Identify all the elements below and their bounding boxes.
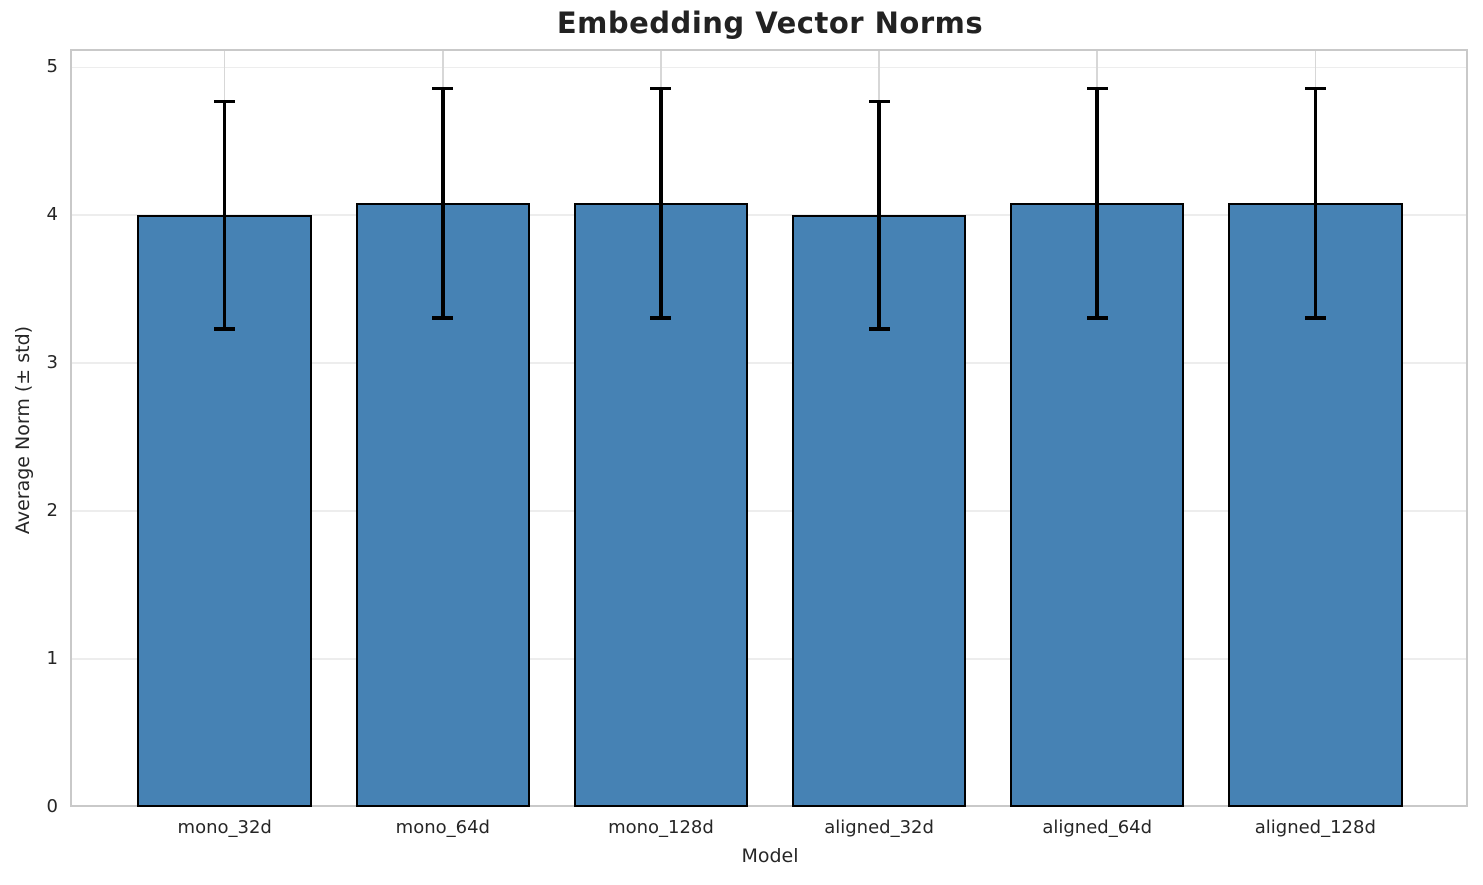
y-tick-label: 2: [46, 500, 58, 522]
x-tick-label: aligned_32d: [824, 817, 934, 838]
error-bar-cap-bottom: [432, 316, 454, 320]
chart-title: Embedding Vector Norms: [556, 6, 984, 40]
error-bar-cap-top: [432, 86, 454, 91]
y-axis-label: Average Norm (± std): [12, 325, 34, 535]
h-gridline: [72, 658, 1468, 660]
x-tick-label: aligned_64d: [1042, 817, 1153, 838]
bar: [791, 215, 967, 807]
bar: [1228, 203, 1403, 807]
error-bar-cap-bottom: [868, 327, 890, 331]
h-gridline: [72, 66, 1468, 69]
x-tick-label: mono_128d: [608, 817, 714, 838]
x-tick-label: mono_64d: [395, 817, 490, 838]
plot-area: [70, 49, 1468, 807]
y-tick-label: 1: [46, 648, 58, 670]
y-tick-label: 0: [46, 796, 58, 817]
error-bar-line: [877, 101, 881, 330]
x-tick-label: aligned_128d: [1254, 817, 1376, 838]
x-tick-label: mono_32d: [177, 817, 272, 838]
error-bar-line: [659, 88, 663, 319]
x-axis-label: Model: [741, 845, 799, 867]
error-bar-cap-top: [214, 99, 236, 104]
y-tick-label: 5: [46, 56, 58, 78]
error-bar-cap-top: [650, 86, 672, 91]
error-bar-cap-top: [1304, 86, 1326, 91]
h-gridline: [72, 362, 1468, 364]
error-bar-cap-bottom: [1304, 316, 1326, 320]
y-tick-label: 3: [46, 352, 58, 374]
error-bar-cap-bottom: [214, 327, 236, 331]
error-bar-line: [1313, 88, 1318, 319]
error-bar-line: [222, 101, 227, 330]
y-tick-label: 4: [46, 204, 58, 226]
h-gridline: [72, 510, 1468, 512]
error-bar-line: [441, 88, 445, 319]
error-bar-cap-bottom: [1086, 316, 1108, 320]
error-bar-cap-top: [1086, 86, 1108, 91]
error-bar-cap-top: [868, 99, 890, 104]
error-bar-line: [1095, 88, 1099, 319]
error-bar-cap-bottom: [650, 316, 672, 320]
h-gridline: [72, 214, 1468, 216]
